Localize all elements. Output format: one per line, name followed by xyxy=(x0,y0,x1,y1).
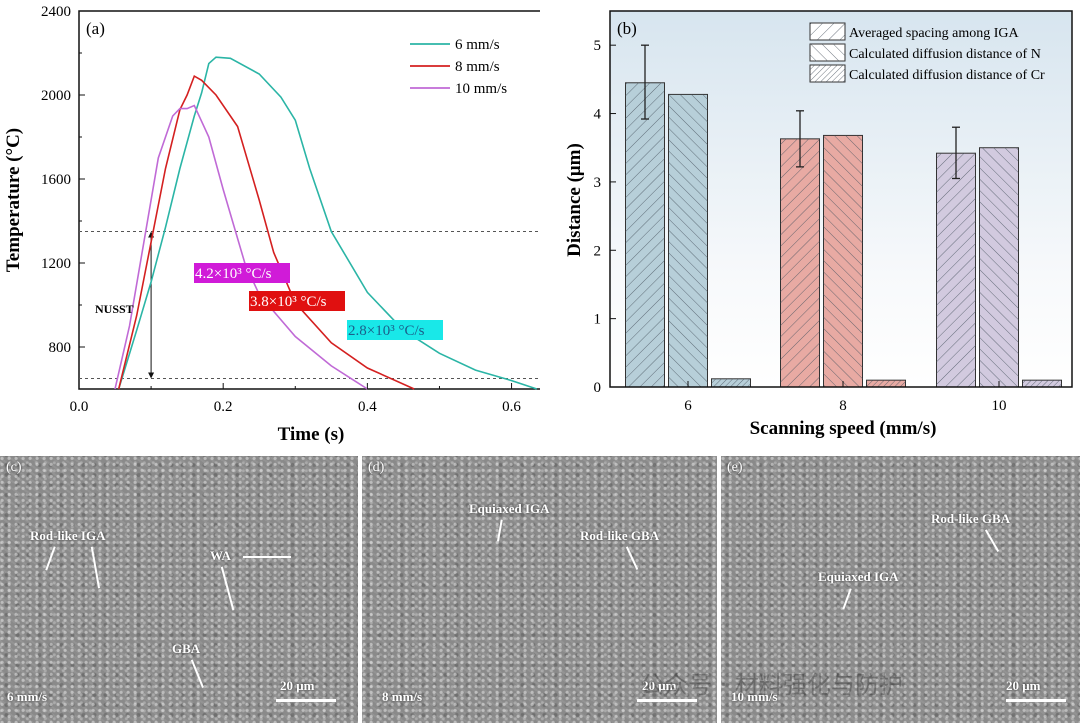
speed-label: 10 mm/s xyxy=(731,689,778,704)
rate-label-bg xyxy=(347,320,443,340)
series-line-6mms xyxy=(117,56,538,390)
x-axis-title: Scanning speed (mm/s) xyxy=(750,418,937,439)
sem-image-d: (d) Equiaxed IGA Rod-like GBA 8 mm/s 20 … xyxy=(362,456,717,723)
y-tick-label: 800 xyxy=(49,340,72,356)
legend-label: Calculated diffusion distance of N xyxy=(849,47,1041,62)
nusst-label: NUSST xyxy=(95,302,134,316)
y-tick-label: 2000 xyxy=(41,88,71,104)
x-tick-label: 10 xyxy=(992,398,1007,414)
panel-label-c: (c) xyxy=(6,460,22,475)
scale-bar-label: 20 μm xyxy=(280,678,315,693)
bar-hatch xyxy=(668,94,708,388)
scale-bar-label: 20 μm xyxy=(642,678,677,693)
y-tick-label: 5 xyxy=(594,38,602,54)
scale-bar xyxy=(637,699,697,702)
bar-hatch xyxy=(711,378,751,387)
sem-image-c: (c) Rod-like IGA WA GBA 6 mm/s 20 μm xyxy=(0,456,358,723)
arrowhead xyxy=(148,372,155,379)
scale-bar xyxy=(276,699,336,702)
legend-label: Averaged spacing among IGA xyxy=(849,26,1020,41)
cooling-rate-label: 3.8×10³ °C/s xyxy=(250,294,327,310)
x-tick-label: 6 xyxy=(684,398,692,414)
bar-hatch xyxy=(1022,380,1062,387)
panel-label-a: (a) xyxy=(86,19,105,38)
series-line-10mms xyxy=(114,104,368,390)
legend-label: Calculated diffusion distance of Cr xyxy=(849,68,1045,83)
y-tick-label: 1200 xyxy=(41,256,71,272)
y-axis-title: Temperature (°C) xyxy=(3,128,24,272)
y-tick-label: 2400 xyxy=(41,4,71,20)
x-tick-label: 0.4 xyxy=(358,399,377,415)
x-tick-label: 0.0 xyxy=(70,399,89,415)
annotation-equiaxed-iga: Equiaxed IGA xyxy=(469,501,550,516)
annotation-rod-like-gba: Rod-like GBA xyxy=(580,528,660,543)
watermark: 公众号 · 材料强化与防护 xyxy=(640,671,903,699)
speed-label: 6 mm/s xyxy=(7,689,48,704)
legend-label: 6 mm/s xyxy=(455,37,500,53)
y-tick-label: 1600 xyxy=(41,172,71,188)
y-tick-label: 0 xyxy=(594,380,602,396)
speed-label: 8 mm/s xyxy=(382,689,423,704)
x-tick-label: 0.6 xyxy=(502,399,521,415)
series-line-8mms xyxy=(117,74,415,390)
scale-bar-label: 20 μm xyxy=(1006,678,1041,693)
y-tick-label: 4 xyxy=(594,107,602,123)
legend-label: 8 mm/s xyxy=(455,59,500,75)
bar-hatch xyxy=(780,138,820,387)
rate-label-bg xyxy=(194,263,290,283)
panel-label-b: (b) xyxy=(617,19,637,38)
annotation-gba: GBA xyxy=(172,641,201,656)
distance-bar-chart: 6 8 10 0 1 2 3 4 5 (b) Scanning speed (mm/s) Dis… xyxy=(564,10,1073,439)
legend-hatch xyxy=(810,44,845,61)
legend-hatch xyxy=(810,65,845,82)
y-tick-label: 3 xyxy=(594,175,602,191)
bar-hatch xyxy=(823,135,863,387)
annotation-rod-like-iga: Rod-like IGA xyxy=(30,528,106,543)
y-tick-label: 1 xyxy=(594,312,602,328)
y-tick-label: 2 xyxy=(594,243,602,259)
panel-label-d: (d) xyxy=(368,460,385,475)
arrow xyxy=(243,556,291,558)
y-axis-title: Distance (μm) xyxy=(564,143,585,257)
legend-label: 10 mm/s xyxy=(455,81,507,97)
panel-label-e: (e) xyxy=(727,460,743,475)
x-tick-label: 0.2 xyxy=(214,399,233,415)
x-tick-label: 8 xyxy=(839,398,847,414)
cooling-rate-label: 2.8×10³ °C/s xyxy=(348,323,425,339)
bar-hatch xyxy=(936,153,976,387)
annotation-equiaxed-iga: Equiaxed IGA xyxy=(818,569,899,584)
cooling-rate-label: 4.2×10³ °C/s xyxy=(195,266,272,282)
bar-hatch xyxy=(979,147,1019,387)
annotation-rod-like-gba: Rod-like GBA xyxy=(931,511,1011,526)
plot-frame xyxy=(609,10,1073,388)
sem-image-e: (e) Rod-like GBA Equiaxed IGA 10 mm/s 20… xyxy=(721,456,1080,723)
rate-label-bg xyxy=(249,291,345,311)
temperature-chart: 0.0 0.2 0.4 0.6 800 1200 1600 2000 2400 (a) Time… xyxy=(3,4,540,445)
annotation-wa: WA xyxy=(210,548,231,563)
bar-hatch xyxy=(625,82,665,388)
legend-hatch xyxy=(810,23,845,40)
scale-bar xyxy=(1006,699,1066,702)
x-axis-title: Time (s) xyxy=(278,424,345,445)
bar-hatch xyxy=(866,380,906,387)
plot-frame xyxy=(78,10,540,390)
